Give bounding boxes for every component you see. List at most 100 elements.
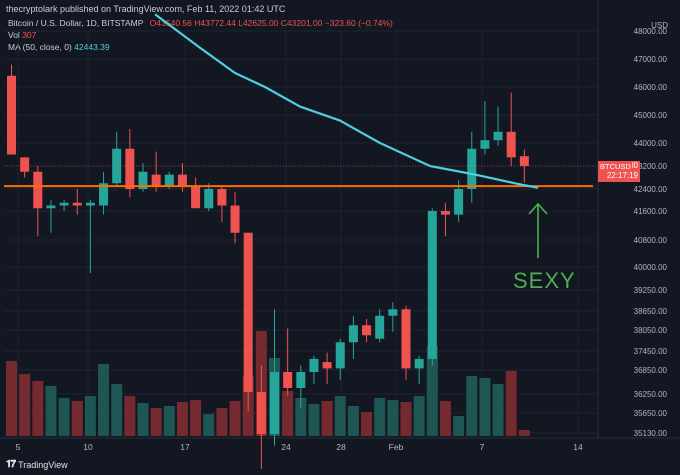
candle-body: [217, 189, 227, 206]
candle-body: [362, 325, 372, 336]
volume-bar: [32, 381, 44, 436]
volume-bar: [400, 402, 412, 436]
candle-body: [33, 171, 43, 209]
candle-body: [348, 325, 358, 343]
candle-body: [480, 140, 490, 149]
candle-body: [7, 75, 16, 155]
volume-bar: [347, 406, 359, 436]
publisher-text: thecryptolark published on TradingView.c…: [6, 4, 286, 14]
change-value: −323.60 (−0.74%): [324, 18, 393, 28]
volume-bar: [84, 396, 96, 436]
volume-bar: [439, 401, 451, 436]
chart-legend: Bitcoin / U.S. Dollar, 1D, BITSTAMP O435…: [8, 17, 393, 53]
bar-countdown: 22:17:19: [606, 171, 638, 180]
candle-body: [230, 205, 240, 233]
arrow-head: [528, 202, 548, 215]
volume-bar: [216, 408, 228, 436]
volume-bar: [190, 400, 202, 436]
volume-bar: [150, 408, 162, 436]
candle-body: [519, 156, 529, 166]
candle-body: [72, 202, 82, 206]
candle-body: [296, 372, 306, 388]
date-tick-label: 5: [16, 442, 21, 452]
currency-label[interactable]: USD: [651, 21, 668, 30]
tradingview-logo[interactable]: 𝟏𝟕 TradingView: [6, 455, 68, 475]
volume-bar: [71, 401, 83, 436]
publisher-header: thecryptolark published on TradingView.c…: [0, 0, 680, 18]
candle-body: [151, 174, 161, 187]
volume-bar: [176, 402, 188, 436]
candle-body: [506, 131, 516, 158]
candle-body: [440, 211, 450, 215]
volume-bar: [6, 361, 17, 436]
price-tick-label: 37450.00: [634, 347, 668, 356]
price-tick-label: 46000.00: [634, 83, 668, 92]
candle-body: [177, 174, 187, 187]
symbol-legend-row[interactable]: Bitcoin / U.S. Dollar, 1D, BITSTAMP O435…: [8, 17, 393, 29]
price-tick-label: 35650.00: [634, 409, 668, 418]
volume-label: Vol: [8, 30, 20, 40]
candle-body: [85, 202, 95, 206]
candle-body: [243, 232, 253, 392]
candle-body: [335, 342, 345, 369]
volume-legend-row[interactable]: Vol 307: [8, 29, 393, 41]
tradingview-logo-icon: 𝟏𝟕: [6, 459, 16, 470]
volume-bar: [492, 384, 504, 436]
candle-body: [309, 358, 319, 372]
volume-bar: [124, 396, 136, 436]
volume-bar: [45, 386, 57, 436]
volume-bar: [387, 400, 399, 436]
close-value: C43201.00: [280, 18, 323, 28]
price-tick-label: 36850.00: [634, 366, 668, 375]
volume-bar: [229, 401, 241, 436]
price-tick-label: 40000.00: [634, 263, 668, 272]
ma-legend-row[interactable]: MA (50, close, 0) 42443.39: [8, 41, 393, 53]
volume-bar: [203, 414, 215, 436]
candle-body: [164, 174, 174, 187]
volume-bar: [163, 406, 175, 436]
volume-bar: [334, 396, 346, 436]
candle-body: [493, 131, 503, 141]
price-tick-label: 35130.00: [634, 429, 668, 438]
volume-value: 307: [22, 30, 37, 40]
volume-bar: [479, 378, 491, 436]
date-tick-label: 7: [480, 442, 485, 452]
date-tick-label: 17: [180, 442, 190, 452]
price-tick-label: 45000.00: [634, 111, 668, 120]
candle-body: [401, 309, 411, 369]
ma-label: MA (50, close, 0): [8, 42, 72, 52]
date-tick-label: 10: [83, 442, 93, 452]
ma50-line: [154, 13, 539, 189]
price-tick-label: 38050.00: [634, 326, 668, 335]
candle-body: [112, 148, 122, 184]
candle-body: [322, 362, 332, 369]
volume-bar: [518, 430, 530, 436]
candle-body: [375, 315, 385, 339]
volume-bar: [295, 398, 307, 436]
volume-bar: [321, 401, 333, 436]
candle-body: [59, 202, 69, 206]
volume-bar: [374, 398, 386, 436]
date-tick-label: 28: [336, 442, 346, 452]
price-tick-label: 48000.00: [634, 27, 668, 36]
candle-body: [467, 148, 477, 189]
candle-body: [204, 189, 214, 209]
price-tick-label: 43200.00: [634, 162, 668, 171]
price-tick-label: 42400.00: [634, 185, 668, 194]
symbol-label: Bitcoin / U.S. Dollar, 1D, BITSTAMP: [8, 18, 144, 28]
candle-body: [256, 392, 266, 435]
high-value: H43772.44: [194, 18, 236, 28]
volume-bar: [19, 374, 31, 436]
candle-body: [20, 157, 30, 172]
volume-bar: [413, 396, 425, 436]
open-value: O43540.56: [149, 18, 192, 28]
price-tick-label: 40800.00: [634, 236, 668, 245]
candle-body: [454, 189, 464, 215]
candle-body: [427, 211, 437, 359]
candle-body: [283, 372, 293, 388]
volume-bar: [98, 364, 110, 436]
candle-body: [414, 358, 424, 369]
price-tick-label: 39250.00: [634, 286, 668, 295]
annotation-text: SEXY: [513, 268, 576, 293]
